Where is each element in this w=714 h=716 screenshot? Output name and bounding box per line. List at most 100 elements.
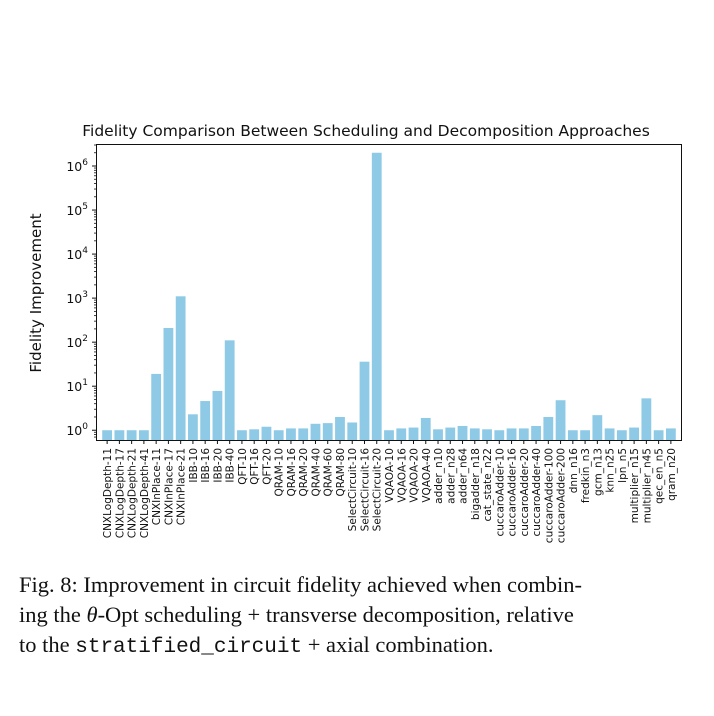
x-tick-label: CNXInPlace-17 [163, 448, 175, 525]
bar [543, 416, 554, 440]
bar-chart: Fidelity Comparison Between Scheduling a… [27, 122, 682, 543]
x-tick-label: QFT-16 [249, 448, 261, 485]
x-tick-label: cuccaroAdder-10 [494, 448, 506, 537]
x-tick-label: CNXInPlace-11 [151, 448, 163, 525]
x-tick-label: CNXLogDepth-17 [114, 448, 126, 538]
x-tick-label: cuccaroAdder-200 [556, 448, 568, 543]
x-tick-label: fredkin_n3 [580, 448, 592, 503]
x-tick-label: qec_en_n5 [654, 448, 666, 504]
x-tick-label: adder_n28 [445, 448, 457, 504]
caption-line-2b: -Opt scheduling + transverse decompositi… [97, 602, 574, 627]
bar [641, 398, 652, 440]
bar [261, 426, 272, 440]
bar [457, 425, 468, 440]
bar [212, 390, 223, 440]
x-tick-label: bigadder_n18 [470, 448, 482, 520]
bar [665, 428, 676, 440]
theta-symbol: θ [86, 602, 98, 627]
x-tick-label: VQAOA-20 [409, 448, 421, 503]
x-tick-label: knn_n25 [605, 448, 617, 493]
bar [384, 430, 394, 440]
y-tick-label: 104 [66, 246, 88, 262]
x-tick-label: lpn_n5 [617, 448, 629, 483]
x-tick-label: IBB-10 [188, 448, 200, 483]
x-axis-ticks: CNXLogDepth-11 CNXLogDepth-17 CNXLogDepth-… [102, 440, 678, 543]
bar [567, 430, 578, 440]
bar [371, 152, 382, 441]
caption-line-2a: ing the [19, 602, 87, 627]
x-tick-label: dnn_n16 [568, 448, 580, 494]
x-tick-label: VQAOA-16 [396, 448, 408, 503]
x-tick-label: SelectCircuit-16 [359, 448, 371, 532]
plot-frame [96, 144, 682, 441]
bar [506, 428, 517, 440]
y-tick-label: 100 [66, 422, 88, 438]
caption-line-3b: + axial combination. [302, 632, 494, 657]
bar [114, 430, 125, 440]
bar [286, 428, 296, 440]
y-tick-label: 102 [66, 334, 88, 350]
bar [273, 430, 284, 440]
bar [494, 430, 505, 440]
bar [359, 361, 370, 440]
x-tick-label: CNXLogDepth-41 [139, 448, 151, 538]
x-tick-label: adder_n10 [433, 448, 445, 504]
bar [175, 296, 186, 440]
x-tick-label: cuccaroAdder-100 [543, 448, 555, 543]
bar [102, 430, 113, 440]
x-tick-label: CNXLogDepth-21 [127, 448, 139, 538]
bar [126, 430, 137, 440]
bar [396, 428, 407, 440]
bar [555, 400, 566, 440]
x-tick-label: QRAM-20 [298, 448, 310, 497]
chart-title: Fidelity Comparison Between Scheduling a… [82, 122, 650, 140]
x-tick-label: QRAM-80 [335, 448, 347, 497]
caption-line-3a: to the [19, 632, 76, 657]
bar [163, 327, 174, 440]
x-tick-label: SelectCircuit-20 [372, 448, 384, 531]
caption-code: stratified_circuit [75, 636, 303, 659]
bar [653, 430, 664, 440]
bar [616, 430, 627, 440]
x-tick-label: CNXLogDepth-11 [102, 448, 114, 538]
x-tick-label: cuccaroAdder-16 [507, 448, 519, 537]
x-tick-label: multiplier_n45 [641, 448, 653, 523]
x-tick-label: QFT-20 [261, 448, 273, 485]
x-tick-label: adder_n64 [458, 448, 470, 504]
x-tick-label: QRAM-60 [323, 448, 335, 497]
bar [445, 427, 456, 440]
bar [249, 429, 260, 440]
x-tick-label: QRAM-40 [310, 448, 322, 497]
x-tick-label: cuccaroAdder-20 [519, 448, 531, 537]
x-tick-label: CNXInPlace-21 [176, 448, 188, 525]
y-tick-label: 106 [66, 158, 88, 174]
bars [102, 152, 676, 441]
x-tick-label: IBB-16 [200, 448, 212, 483]
bar [433, 429, 443, 440]
bar [592, 415, 603, 440]
bar [151, 373, 162, 440]
bar [200, 401, 211, 440]
bar [629, 427, 640, 440]
bar [298, 428, 309, 440]
bar [138, 430, 149, 440]
bar [188, 414, 198, 440]
bar [420, 417, 431, 440]
figure-caption: Fig. 8: Improvement in circuit fidelity … [19, 570, 699, 663]
x-tick-label: IBB-20 [212, 448, 224, 483]
caption-line-1: Fig. 8: Improvement in circuit fidelity … [19, 572, 582, 597]
bar [518, 428, 529, 440]
x-tick-label: QRAM-16 [286, 448, 298, 497]
bar [347, 422, 358, 440]
x-tick-label: cuccaroAdder-40 [531, 448, 543, 537]
bar [580, 430, 590, 440]
bar [408, 427, 419, 440]
x-tick-label: multiplier_n15 [629, 448, 641, 523]
bar [482, 429, 492, 440]
x-tick-label: IBB-40 [225, 448, 237, 483]
bar [237, 430, 247, 440]
x-tick-label: gcm_n13 [592, 448, 604, 496]
x-tick-label: VQAOA-40 [421, 448, 433, 503]
bar [322, 423, 333, 440]
y-tick-label: 101 [66, 378, 88, 394]
